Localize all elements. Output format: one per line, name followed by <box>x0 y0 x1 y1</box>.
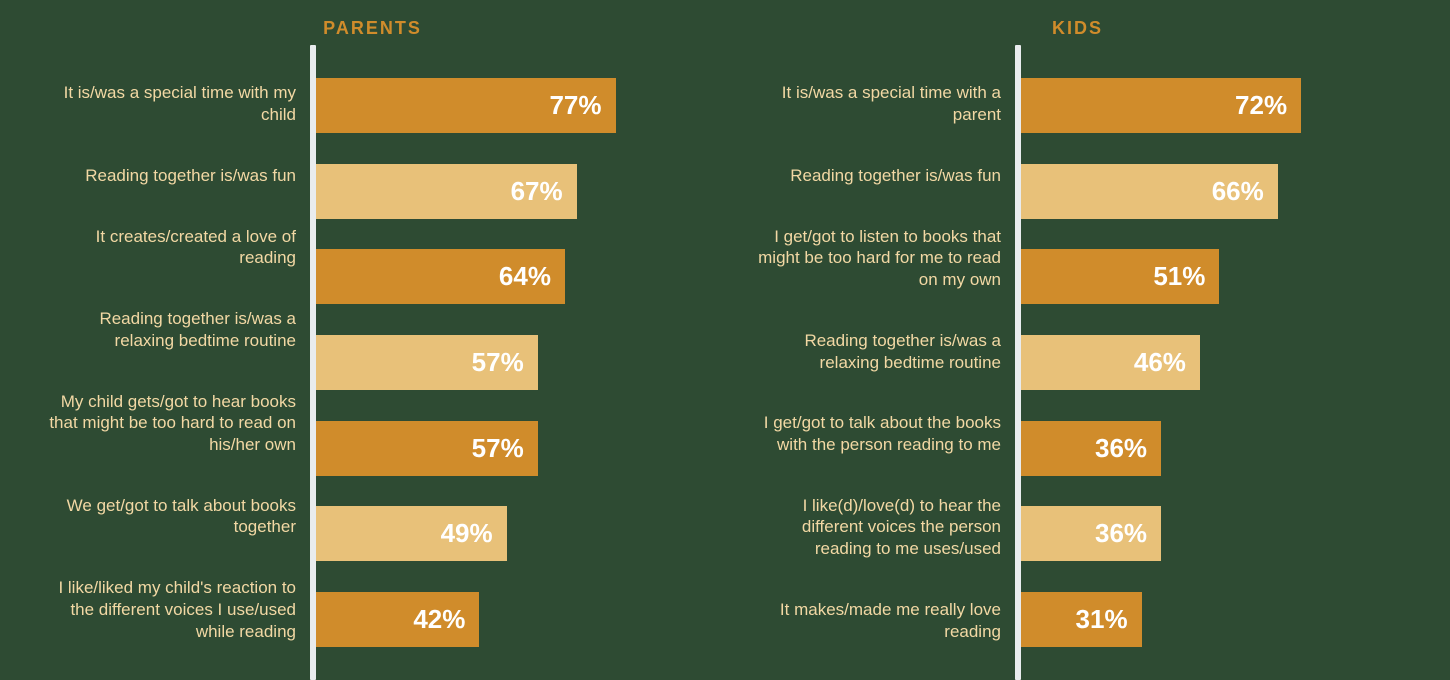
bar-value: 57% <box>472 433 524 464</box>
row-label: Reading together is/was a relaxing bedti… <box>40 308 296 352</box>
row-label: I get/got to listen to books that might … <box>745 226 1001 291</box>
row-label: Reading together is/was fun <box>745 165 1001 187</box>
bar: 42% <box>316 592 479 647</box>
bar: 36% <box>1021 506 1161 561</box>
bar: 77% <box>316 78 616 133</box>
bar: 72% <box>1021 78 1301 133</box>
bar-value: 31% <box>1076 604 1128 635</box>
bar-value: 72% <box>1235 90 1287 121</box>
row-label: My child gets/got to hear books that mig… <box>40 391 296 456</box>
parents-labels-col: It is/was a special time with my child R… <box>40 45 310 680</box>
parents-title: PARENTS <box>40 0 705 45</box>
bar-value: 36% <box>1095 433 1147 464</box>
bar: 67% <box>316 164 577 219</box>
bar: 31% <box>1021 592 1142 647</box>
bar-value: 51% <box>1153 261 1205 292</box>
row-label: Reading together is/was fun <box>40 165 296 187</box>
row-label: Reading together is/was a relaxing bedti… <box>745 330 1001 374</box>
row-label: I like/liked my child's reaction to the … <box>40 577 296 642</box>
bar-value: 46% <box>1134 347 1186 378</box>
kids-panel: KIDS It is/was a special time with a par… <box>725 0 1430 680</box>
kids-bars-col: 72% 66% 51% 46% 36% 36% 31% <box>1021 45 1410 680</box>
row-label: It makes/made me really love reading <box>745 599 1001 643</box>
parents-chart: It is/was a special time with my child R… <box>40 45 705 680</box>
bar: 49% <box>316 506 507 561</box>
bar: 66% <box>1021 164 1278 219</box>
bar: 57% <box>316 421 538 476</box>
bar-value: 67% <box>511 176 563 207</box>
bar: 46% <box>1021 335 1200 390</box>
bar-value: 77% <box>549 90 601 121</box>
bar-value: 36% <box>1095 518 1147 549</box>
bar-value: 66% <box>1212 176 1264 207</box>
row-label: It is/was a special time with a parent <box>745 82 1001 126</box>
bar-value: 57% <box>472 347 524 378</box>
row-label: We get/got to talk about books together <box>40 495 296 539</box>
row-label: I get/got to talk about the books with t… <box>745 412 1001 456</box>
parents-panel: PARENTS It is/was a special time with my… <box>20 0 725 680</box>
row-label: I like(d)/love(d) to hear the different … <box>745 495 1001 560</box>
kids-title: KIDS <box>745 0 1410 45</box>
row-label: It creates/created a love of reading <box>40 226 296 270</box>
parents-bars-col: 77% 67% 64% 57% 57% 49% 42% <box>316 45 705 680</box>
bar-value: 64% <box>499 261 551 292</box>
bar: 36% <box>1021 421 1161 476</box>
bar: 64% <box>316 249 565 304</box>
bar: 51% <box>1021 249 1219 304</box>
row-label: It is/was a special time with my child <box>40 82 296 126</box>
kids-labels-col: It is/was a special time with a parent R… <box>745 45 1015 680</box>
bar: 57% <box>316 335 538 390</box>
bar-value: 42% <box>413 604 465 635</box>
kids-chart: It is/was a special time with a parent R… <box>745 45 1410 680</box>
bar-value: 49% <box>441 518 493 549</box>
